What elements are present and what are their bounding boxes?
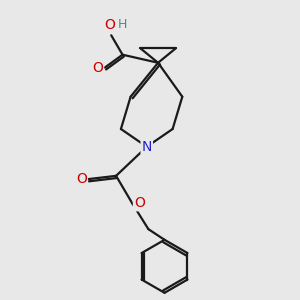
Text: N: N [142, 140, 152, 154]
Text: O: O [76, 172, 87, 186]
Text: O: O [104, 18, 115, 32]
Text: O: O [134, 196, 145, 210]
Text: H: H [118, 19, 127, 32]
Text: O: O [92, 61, 103, 75]
